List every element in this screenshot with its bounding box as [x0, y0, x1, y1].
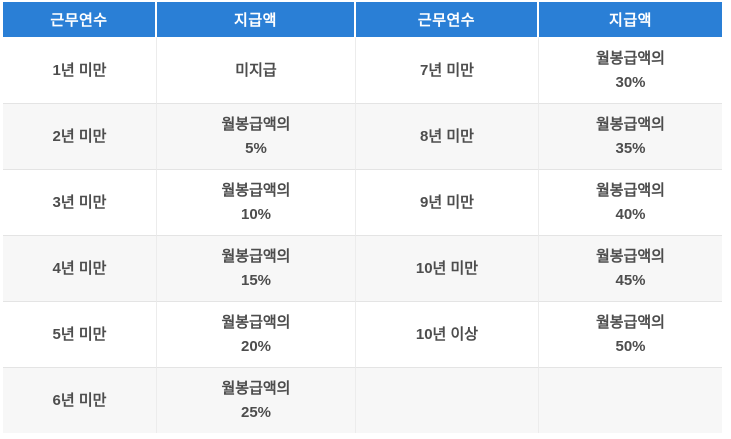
column-header-label: 근무연수	[417, 12, 476, 29]
table-row: 4년 미만 월봉급액의 15% 10년 미만 월봉급액의 45%	[3, 235, 722, 301]
cell-text-line: 8년 미만	[420, 127, 474, 145]
cell-text-line: 미지급	[235, 61, 277, 79]
table-row: 1년 미만 미지급 7년 미만 월봉급액의 30%	[3, 37, 722, 103]
table-body: 1년 미만 미지급 7년 미만 월봉급액의 30% 2년 미만 월봉급액의 5% 8년 미만 월봉…	[3, 37, 722, 433]
table-cell: 월봉급액의 5%	[157, 103, 356, 169]
table-cell: 월봉급액의 15%	[157, 235, 356, 301]
table-cell: 월봉급액의 50%	[539, 301, 722, 367]
cell-text-line: 6년 미만	[52, 391, 107, 409]
table-cell: 미지급	[157, 37, 356, 103]
cell-text-line: 9년 미만	[420, 193, 474, 211]
cell-text-line: 35%	[615, 139, 646, 157]
cell-text-line: 25%	[240, 403, 272, 421]
cell-text-line: 월봉급액의	[595, 313, 665, 331]
cell-text-line: 3년 미만	[52, 193, 107, 211]
cell-text-line: 월봉급액의	[595, 181, 665, 199]
cell-text-line: 7년 미만	[420, 61, 474, 79]
table-cell: 월봉급액의 40%	[539, 169, 722, 235]
table-cell: 월봉급액의 10%	[157, 169, 356, 235]
table-row: 6년 미만 월봉급액의 25%	[3, 367, 722, 433]
column-header-amount: 지급액	[539, 2, 722, 37]
table-header: 근무연수 지급액 근무연수 지급액	[3, 2, 722, 37]
table-row: 5년 미만 월봉급액의 20% 10년 이상 월봉급액의 50%	[3, 301, 722, 367]
cell-text-line: 월봉급액의	[221, 115, 291, 133]
header-row: 근무연수 지급액 근무연수 지급액	[3, 2, 722, 37]
table-cell: 5년 미만	[3, 301, 157, 367]
table-cell: 1년 미만	[3, 37, 157, 103]
table-cell: 9년 미만	[356, 169, 539, 235]
cell-text-line: 월봉급액의	[221, 181, 291, 199]
cell-text-line: 월봉급액의	[595, 247, 665, 265]
table-cell: 월봉급액의 20%	[157, 301, 356, 367]
cell-text-line: 20%	[240, 337, 272, 355]
cell-text-line: 40%	[615, 205, 646, 223]
column-header-label: 지급액	[234, 12, 277, 29]
table-cell: 10년 미만	[356, 235, 539, 301]
cell-text-line: 월봉급액의	[221, 247, 291, 265]
table-cell: 8년 미만	[356, 103, 539, 169]
cell-text-line: 5%	[245, 139, 267, 157]
cell-text-line: 10년 미만	[415, 259, 479, 277]
column-header-amount: 지급액	[157, 2, 356, 37]
table-cell: 6년 미만	[3, 367, 157, 433]
table-cell: 4년 미만	[3, 235, 157, 301]
table-cell	[539, 367, 722, 433]
table-cell: 월봉급액의 35%	[539, 103, 722, 169]
cell-text-line: 45%	[615, 271, 646, 289]
table-row: 2년 미만 월봉급액의 5% 8년 미만 월봉급액의 35%	[3, 103, 722, 169]
cell-text-line: 30%	[615, 73, 646, 91]
service-years-payment-table: 근무연수 지급액 근무연수 지급액 1년 미만 미지급 7년 미만 월봉급액의 30% 2년 미…	[3, 2, 722, 433]
table-cell: 10년 이상	[356, 301, 539, 367]
cell-text-line: 4년 미만	[52, 259, 107, 277]
table-cell: 7년 미만	[356, 37, 539, 103]
cell-text-line: 15%	[240, 271, 272, 289]
table-cell: 월봉급액의 25%	[157, 367, 356, 433]
cell-text-line: 월봉급액의	[595, 49, 665, 67]
cell-text-line: 2년 미만	[52, 127, 107, 145]
cell-text-line: 월봉급액의	[221, 379, 291, 397]
table-cell: 월봉급액의 30%	[539, 37, 722, 103]
table-cell: 3년 미만	[3, 169, 157, 235]
table-cell	[356, 367, 539, 433]
table-row: 3년 미만 월봉급액의 10% 9년 미만 월봉급액의 40%	[3, 169, 722, 235]
table-cell: 2년 미만	[3, 103, 157, 169]
cell-text-line: 10%	[240, 205, 272, 223]
cell-text-line: 월봉급액의	[221, 313, 291, 331]
table-cell: 월봉급액의 45%	[539, 235, 722, 301]
cell-text-line: 5년 미만	[52, 325, 107, 343]
column-header-years: 근무연수	[356, 2, 539, 37]
column-header-years: 근무연수	[3, 2, 157, 37]
column-header-label: 지급액	[609, 12, 652, 29]
column-header-label: 근무연수	[50, 12, 108, 29]
cell-text-line: 10년 이상	[415, 325, 479, 343]
cell-text-line: 1년 미만	[52, 61, 107, 79]
cell-text-line: 월봉급액의	[595, 115, 665, 133]
cell-text-line: 50%	[615, 337, 646, 355]
